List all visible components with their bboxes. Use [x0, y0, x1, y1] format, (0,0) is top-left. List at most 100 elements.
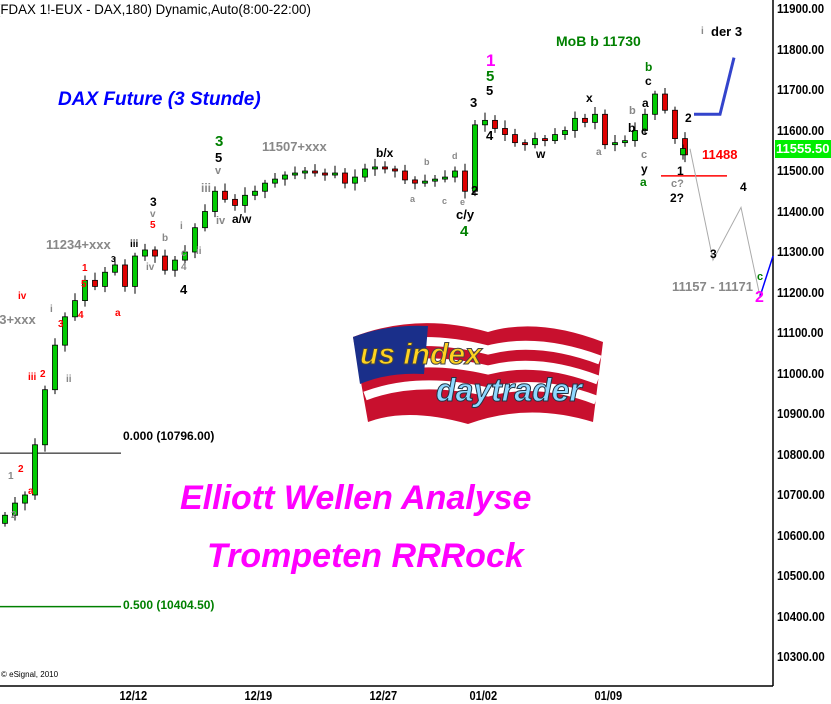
wave-label: 2: [471, 183, 479, 198]
logo: us index daytrader: [348, 312, 618, 432]
candle-body: [602, 113, 608, 146]
y-tick-label: 11300.00: [777, 244, 825, 259]
wave-label: 2: [11, 510, 17, 521]
wave-label: 5: [215, 150, 223, 165]
flag-icon: [353, 323, 603, 424]
candle-body: [202, 211, 208, 229]
projection-blue-up: [694, 57, 736, 116]
wave-label: MoB b 11730: [556, 33, 641, 49]
x-tick-label: 01/02: [469, 688, 498, 703]
wave-label: 4: [78, 310, 84, 321]
wave-label: c: [641, 124, 648, 138]
wave-label: x: [586, 91, 593, 105]
wave-label: b: [162, 233, 169, 244]
y-tick-label: 10500.00: [777, 568, 825, 583]
wave-label: 5: [486, 68, 495, 85]
y-tick-label: 11500.00: [777, 163, 825, 178]
wave-label: a: [410, 194, 416, 204]
wave-label: v: [215, 165, 222, 177]
candle-body: [662, 93, 668, 111]
candle-body: [112, 264, 118, 273]
wave-label: 3: [58, 319, 64, 330]
wave-label: 11157 - 11171: [672, 279, 753, 294]
wave-label: 3: [150, 195, 157, 209]
y-tick-label: 10900.00: [777, 406, 825, 421]
candle-body: [472, 124, 478, 192]
candle-body: [672, 109, 678, 140]
wave-label: c: [181, 248, 187, 259]
x-tick-label: 12/27: [369, 688, 398, 703]
candle-body: [252, 190, 258, 196]
candle-body: [462, 170, 468, 192]
y-tick-label: 11600.00: [777, 122, 825, 138]
x-tick-label: 12/19: [244, 688, 273, 703]
candle-body: [22, 494, 28, 504]
candle-body: [182, 251, 188, 261]
candle-body: [312, 170, 318, 174]
candle-body: [32, 444, 38, 496]
fib-label-0: 0.000 (10796.00): [123, 429, 215, 443]
candle-body: [512, 134, 518, 144]
candle-body: [342, 172, 348, 184]
projection-gray: [689, 148, 761, 297]
wave-label: c/y: [456, 207, 475, 222]
candle-body: [2, 514, 8, 524]
wave-label: i: [50, 304, 53, 315]
wave-label: 2?: [670, 191, 685, 205]
x-tick-label: 01/09: [594, 688, 623, 703]
candle-body: [492, 119, 498, 129]
copyright: © eSignal, 2010: [1, 670, 59, 679]
wave-label: 11507+xxx: [262, 139, 327, 154]
candle-body: [82, 279, 88, 302]
candle-body: [192, 227, 198, 253]
wave-label: der 3: [711, 24, 743, 39]
wave-label: ii: [66, 374, 72, 385]
candle-body: [482, 119, 488, 126]
wave-label: 4: [460, 223, 469, 240]
wave-label: 4: [181, 262, 187, 273]
candle-body: [582, 117, 588, 123]
wave-label: 1: [677, 164, 684, 178]
candle-body: [42, 389, 48, 446]
wave-label: c: [757, 271, 764, 283]
y-tick-label: 10300.00: [777, 649, 825, 664]
candle-body: [282, 174, 288, 180]
candle-body: [352, 176, 358, 184]
candle-body: [132, 255, 138, 287]
wave-label: b/x: [376, 146, 394, 160]
wave-label: c?: [671, 178, 684, 190]
candle-body: [302, 170, 308, 174]
candle-body: [402, 170, 408, 181]
wave-label: v: [150, 209, 156, 220]
y-tick-label: 11400.00: [777, 203, 825, 219]
candle-body: [92, 279, 98, 287]
wave-label: e: [460, 197, 466, 207]
wave-label: i: [701, 26, 704, 37]
candle-body: [382, 166, 388, 170]
chart-subtitle: DAX Future (3 Stunde): [58, 89, 261, 110]
wave-label: a: [115, 308, 121, 319]
wave-label: 3: [470, 95, 478, 110]
wave-label: 5: [81, 279, 87, 290]
wave-label: 1: [82, 263, 88, 274]
candle-body: [262, 182, 268, 192]
wave-label: 3: [710, 247, 717, 261]
wave-label: i: [180, 221, 183, 232]
wave-label: iii: [130, 239, 139, 250]
headline-elliott: Elliott Wellen Analyse: [180, 479, 532, 517]
wave-label: w: [536, 147, 546, 161]
wave-label: iv: [18, 291, 27, 302]
wave-label: c: [442, 196, 448, 206]
candle-body: [622, 140, 628, 144]
wave-label: iii: [201, 181, 212, 195]
y-tick-label: 10600.00: [777, 527, 825, 543]
x-tick-label: 12/12: [119, 688, 148, 703]
wave-label: iv: [216, 215, 226, 227]
y-tick-label: 11700.00: [777, 82, 825, 97]
candle-body: [72, 300, 78, 318]
y-tick-label: 10400.00: [777, 608, 825, 624]
candle-body: [322, 172, 328, 176]
candle-body: [652, 93, 658, 115]
wave-label: iv: [146, 262, 155, 273]
candle-body: [452, 170, 458, 178]
